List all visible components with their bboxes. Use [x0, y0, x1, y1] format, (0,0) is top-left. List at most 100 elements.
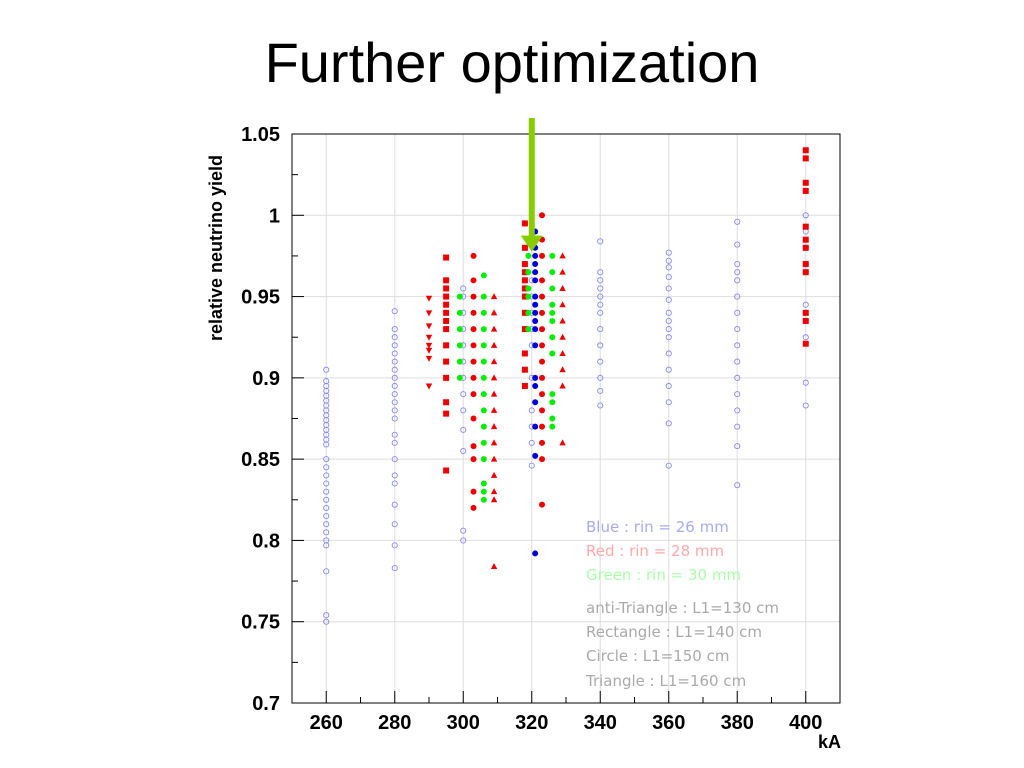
data-point: [734, 482, 741, 489]
arrow-shaft: [528, 118, 535, 238]
data-point: [549, 317, 556, 324]
data-point: [532, 252, 539, 259]
data-point: [802, 340, 809, 347]
data-point: [470, 374, 477, 381]
data-point: [734, 277, 741, 284]
y-tick-label: 0.7: [252, 693, 280, 715]
data-point: [597, 285, 604, 292]
data-point: [597, 326, 604, 333]
data-point: [460, 285, 467, 292]
data-point: [443, 326, 450, 333]
data-point: [532, 269, 539, 276]
data-point: [734, 293, 741, 300]
data-point: [539, 326, 546, 333]
data-point: [391, 358, 398, 365]
data-point: [539, 407, 546, 414]
data-point: [559, 349, 566, 356]
data-point: [802, 309, 809, 316]
data-point: [391, 542, 398, 549]
data-point: [323, 504, 330, 511]
data-point: [521, 366, 528, 373]
data-point: [665, 285, 672, 292]
legend: Blue : rin = 26 mm Red : rin = 28 mm Green…: [585, 518, 779, 690]
data-point: [539, 293, 546, 300]
data-point: [425, 342, 433, 349]
data-point: [391, 366, 398, 373]
data-point: [549, 252, 556, 259]
data-point: [425, 295, 433, 302]
data-point: [559, 268, 566, 275]
data-point: [665, 420, 672, 427]
data-point: [470, 504, 477, 511]
data-point: [480, 439, 487, 446]
data-point: [549, 301, 556, 308]
data-point: [549, 423, 556, 430]
data-point: [480, 456, 487, 463]
data-point: [460, 527, 467, 534]
data-point: [391, 382, 398, 390]
data-point: [470, 391, 477, 398]
data-point: [734, 423, 741, 430]
data-point: [323, 472, 330, 479]
data-point: [391, 391, 398, 398]
x-axis: 260 280 300 320 340 360 380 400: [291, 691, 841, 734]
data-point: [802, 187, 809, 194]
data-point: [734, 326, 741, 333]
data-point: [539, 501, 546, 508]
x-tick-label: 400: [789, 712, 822, 734]
data-point: [323, 496, 330, 503]
data-point: [425, 383, 433, 390]
data-point: [391, 431, 398, 438]
data-point: [525, 269, 532, 276]
data-point: [802, 261, 809, 268]
data-point: [470, 252, 477, 259]
data-point: [665, 264, 672, 271]
data-point: [521, 326, 528, 333]
data-point: [443, 309, 450, 316]
data-point: [323, 456, 330, 463]
data-point: [665, 462, 672, 469]
data-point: [734, 407, 741, 414]
data-point: [470, 326, 477, 333]
data-point: [539, 212, 546, 219]
data-point: [597, 238, 604, 245]
data-point: [539, 374, 546, 381]
y-axis-title: relative neutrino yield: [206, 155, 226, 341]
data-point: [480, 342, 487, 349]
data-point: [443, 277, 450, 284]
data-point: [443, 254, 450, 261]
data-point: [734, 358, 741, 365]
y-tick-label: 1: [269, 205, 280, 227]
data-point: [802, 379, 809, 386]
data-point: [665, 399, 672, 406]
data-point: [425, 310, 433, 317]
data-point: [490, 488, 498, 495]
data-point: [521, 244, 528, 251]
data-point: [521, 309, 528, 316]
data-point: [391, 326, 398, 333]
data-point: [559, 252, 566, 259]
data-point: [323, 618, 330, 625]
data-point: [460, 426, 467, 433]
data-point: [532, 317, 539, 324]
data-point: [456, 374, 463, 381]
data-point: [470, 358, 477, 365]
y-axis: 0.7 0.75 0.8 0.85 0.9 0.95 1 1.05: [241, 124, 304, 715]
data-point: [391, 501, 398, 508]
data-point: [490, 455, 498, 462]
data-point: [323, 568, 330, 575]
data-point: [480, 480, 487, 487]
data-point: [490, 325, 498, 332]
data-point: [539, 456, 546, 463]
data-point: [597, 301, 604, 308]
slide-title: Further optimization: [264, 31, 760, 94]
data-point: [539, 252, 546, 259]
data-point: [802, 334, 809, 341]
data-point: [597, 358, 604, 365]
data-point: [665, 366, 672, 373]
y-tick-label: 0.9: [252, 368, 280, 390]
data-point: [470, 293, 477, 300]
x-axis-title: kA: [818, 732, 841, 752]
data-point: [443, 301, 450, 308]
x-tick-label: 340: [584, 712, 617, 734]
